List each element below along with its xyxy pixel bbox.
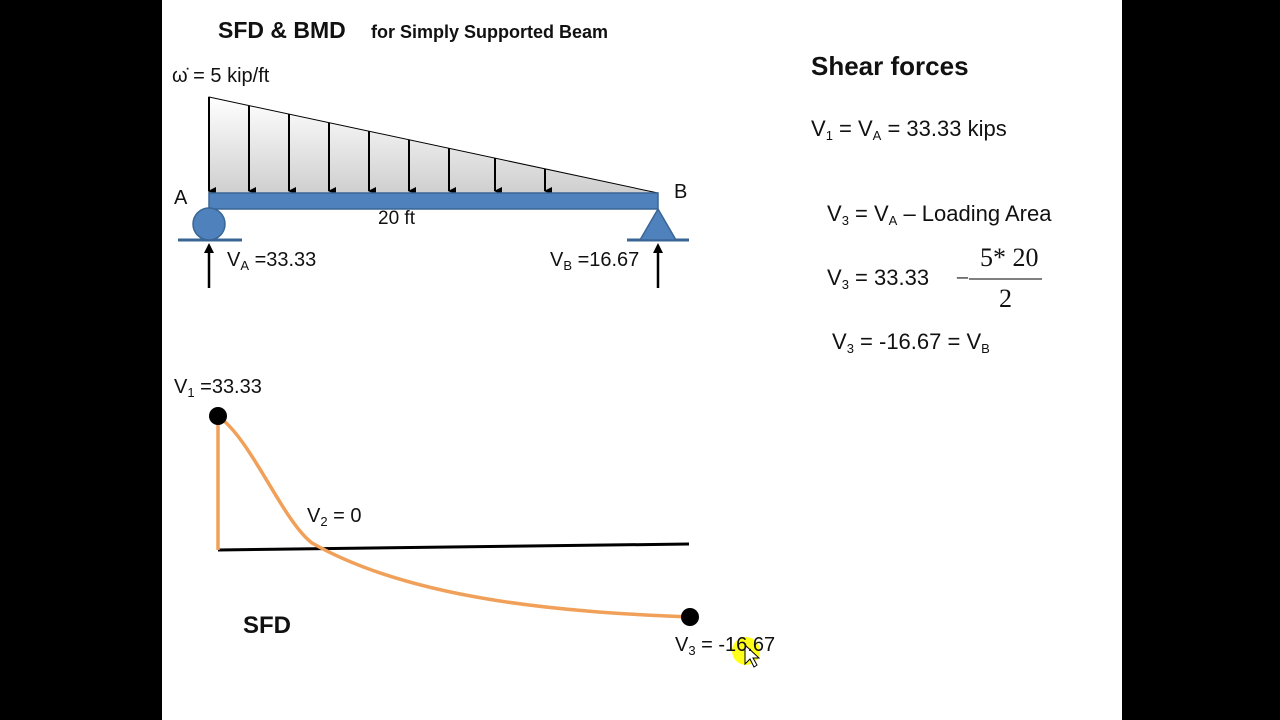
title-sub: for Simply Supported Beam — [371, 22, 609, 42]
reaction-b-label: VB =16.67 — [550, 249, 640, 273]
mouse-cursor-icon — [744, 643, 761, 668]
support-a-label: A — [174, 187, 188, 209]
fraction-denominator: 2 — [999, 284, 1012, 313]
roller-support-a — [192, 207, 226, 241]
calc-line-3: V3 = 33.33 — [827, 265, 930, 292]
fraction-minus: – — [957, 263, 968, 288]
sfd-v3-label: V3 = -16.67 — [675, 634, 776, 658]
sfd-v2-label: V2 = 0 — [307, 505, 362, 529]
span-label: 20 ft — [378, 208, 415, 229]
pin-support-b — [638, 207, 678, 241]
title-main: SFD & BMD — [218, 17, 346, 43]
sfd-curve — [216, 412, 691, 619]
reaction-a-label: VA =33.33 — [227, 249, 317, 273]
distributed-load-triangle — [208, 96, 659, 194]
support-b-label: B — [674, 181, 688, 203]
sfd-v1-label: V1 =33.33 — [174, 376, 262, 400]
calc-line-1: V1 = VA = 33.33 kips — [811, 116, 1007, 143]
sfd-point-v1 — [209, 407, 227, 425]
shear-forces-heading: Shear forces — [811, 51, 969, 81]
load-label: ω̇ = 5 kip/ft — [172, 65, 270, 87]
fraction-numerator: 5* 20 — [980, 243, 1039, 272]
calc-line-2: V3 = VA – Loading Area — [827, 201, 1052, 228]
calc-line-4: V3 = -16.67 = VB — [832, 329, 990, 356]
slide: SFD & BMD for Simply Supported Beam ω̇ =… — [162, 0, 1122, 720]
beam — [208, 192, 659, 210]
beam-and-sfd-diagram — [178, 96, 1042, 668]
load-arrows — [208, 97, 552, 195]
sfd-point-v3 — [681, 608, 699, 626]
sfd-title: SFD — [243, 612, 291, 639]
sfd-baseline — [217, 542, 690, 552]
